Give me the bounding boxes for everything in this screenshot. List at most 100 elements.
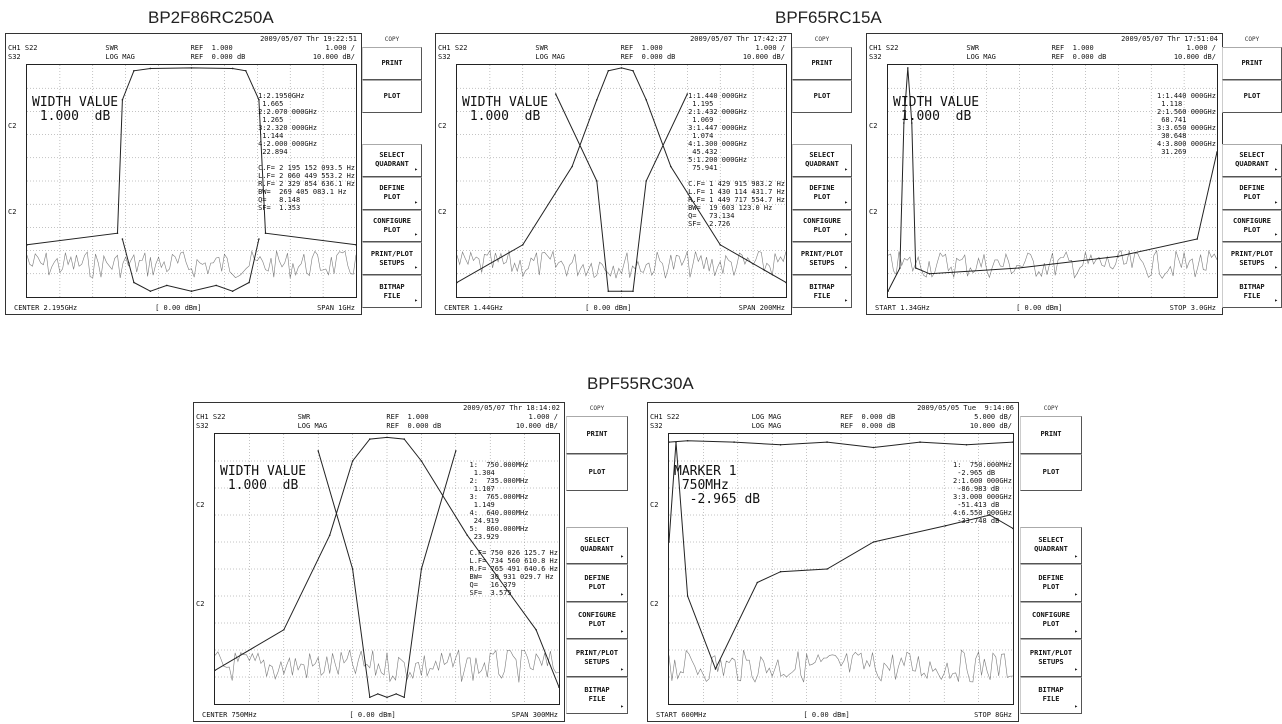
format-1: SWR bbox=[966, 44, 980, 52]
trace-point bbox=[369, 696, 371, 699]
footer-stop: STOP 8GHz bbox=[974, 711, 1012, 719]
softkey-print[interactable]: PRINT bbox=[362, 47, 422, 80]
trace-point bbox=[714, 668, 717, 670]
softkey-select-quadrant[interactable]: SELECT QUADRANT ▸ bbox=[1222, 143, 1282, 177]
trace-point bbox=[826, 441, 828, 443]
trace-point bbox=[632, 290, 634, 292]
softkey-plot[interactable]: PLOT bbox=[1020, 453, 1082, 492]
softkey-print-plot-setups[interactable]: PRINT/PLOT SETUPS ▸ bbox=[792, 242, 852, 276]
softkey-bitmap-file[interactable]: BITMAP FILE ▸ bbox=[792, 275, 852, 308]
softkey-bitmap-file[interactable]: BITMAP FILE ▸ bbox=[1020, 676, 1082, 715]
softkey-label: DEFINE PLOT bbox=[379, 184, 405, 202]
softkey-select-quadrant[interactable]: SELECT QUADRANT ▸ bbox=[362, 143, 422, 177]
softkey-label: PLOT bbox=[1042, 467, 1060, 476]
marker-readout-line: WIDTH VALUE bbox=[220, 464, 307, 479]
marker-readout-line: -2.965 dB bbox=[674, 492, 761, 507]
trace-point bbox=[779, 570, 782, 573]
trace-point bbox=[1018, 267, 1020, 269]
trace-point bbox=[317, 450, 319, 452]
trace-point bbox=[607, 70, 610, 72]
ref-1: REF 1.000 bbox=[620, 44, 663, 52]
marker-readout-line: 1.000 dB bbox=[462, 109, 541, 124]
trace-point bbox=[369, 438, 371, 440]
trace-point bbox=[670, 165, 672, 168]
trace-point bbox=[558, 686, 559, 688]
softkey-plot[interactable]: PLOT bbox=[1222, 79, 1282, 113]
format-2: LOG MAG bbox=[105, 53, 135, 61]
ref-2: REF 0.000 dB bbox=[620, 53, 676, 61]
scale-2: 10.000 dB/ bbox=[1173, 53, 1216, 61]
softkey-define-plot[interactable]: DEFINE PLOT ▸ bbox=[566, 564, 628, 602]
softkey-label: PRINT bbox=[811, 58, 833, 67]
trace-point bbox=[571, 165, 573, 168]
softkey-print[interactable]: PRINT bbox=[792, 47, 852, 80]
analyzer-screen: 2009/05/07 Thr 18:14:02 CH1 S22 S32 SWR LOG … bbox=[193, 402, 565, 722]
marker-readout: WIDTH VALUE 1.000 dB bbox=[220, 465, 306, 493]
trace-plot bbox=[457, 65, 786, 297]
softkey-bitmap-file[interactable]: BITMAP FILE ▸ bbox=[566, 676, 628, 715]
channel-2-header: S32 bbox=[196, 422, 209, 430]
marker-readout: WIDTH VALUE 1.000 dB bbox=[893, 96, 979, 124]
softkey-plot[interactable]: PLOT bbox=[792, 79, 852, 113]
softkey-define-plot[interactable]: DEFINE PLOT ▸ bbox=[1020, 564, 1082, 602]
softkey-menu: COPY PRINT PLOT SELECT QUADRANT ▸ DEFINE PLOT… bbox=[1020, 402, 1082, 715]
softkey-print[interactable]: PRINT bbox=[1222, 47, 1282, 80]
softkey-print[interactable]: PRINT bbox=[1020, 416, 1082, 454]
trace-point bbox=[522, 244, 524, 246]
softkey-select-quadrant[interactable]: SELECT QUADRANT ▸ bbox=[1020, 526, 1082, 565]
softkey-configure-plot[interactable]: CONFIGURE PLOT ▸ bbox=[1020, 601, 1082, 640]
noise-floor-trace bbox=[888, 249, 1217, 279]
arrow-right-icon: ▸ bbox=[844, 231, 848, 239]
arrow-right-icon: ▸ bbox=[1274, 198, 1278, 206]
softkey-print-plot-setups[interactable]: PRINT/PLOT SETUPS ▸ bbox=[1222, 242, 1282, 276]
softkey-bitmap-file[interactable]: BITMAP FILE ▸ bbox=[362, 275, 422, 308]
softkey-label: PLOT bbox=[588, 467, 606, 476]
marker-readout-line: 750MHz bbox=[674, 478, 729, 493]
marker-readout-line: WIDTH VALUE bbox=[32, 95, 119, 110]
softkey-menu: COPY PRINT PLOT SELECT QUADRANT ▸ DEFINE PLOT… bbox=[566, 402, 628, 715]
softkey-bitmap-file[interactable]: BITMAP FILE ▸ bbox=[1222, 275, 1282, 308]
channel-label: C2 bbox=[8, 207, 17, 216]
softkey-configure-plot[interactable]: CONFIGURE PLOT ▸ bbox=[1222, 209, 1282, 243]
softkey-label: CONFIGURE PLOT bbox=[1233, 216, 1271, 234]
trace-point bbox=[264, 232, 267, 234]
softkey-define-plot[interactable]: DEFINE PLOT ▸ bbox=[362, 176, 422, 210]
ref-1: REF 1.000 bbox=[190, 44, 233, 52]
trace-point bbox=[258, 238, 260, 240]
trace-point bbox=[944, 525, 947, 527]
softkey-label: SELECT QUADRANT bbox=[375, 151, 409, 169]
trace-point bbox=[27, 244, 28, 246]
noise-floor-trace bbox=[27, 250, 356, 279]
footer-stop: SPAN 200MHz bbox=[738, 304, 785, 312]
softkey-configure-plot[interactable]: CONFIGURE PLOT ▸ bbox=[362, 209, 422, 243]
plot-area bbox=[887, 64, 1218, 298]
trace-plot bbox=[888, 65, 1217, 297]
softkey-print-plot-setups[interactable]: PRINT/PLOT SETUPS ▸ bbox=[566, 639, 628, 677]
softkey-label: PLOT bbox=[813, 91, 831, 100]
softkey-plot[interactable]: PLOT bbox=[362, 79, 422, 113]
trace-point bbox=[215, 284, 217, 287]
softkey-label: PLOT bbox=[1243, 91, 1261, 100]
analyzer-screen: 2009/05/05 Tue 9:14:06 CH1 S22 S32 LOG MAG L… bbox=[647, 402, 1019, 722]
softkey-print-plot-setups[interactable]: PRINT/PLOT SETUPS ▸ bbox=[1020, 639, 1082, 677]
softkey-select-quadrant[interactable]: SELECT QUADRANT ▸ bbox=[566, 526, 628, 565]
footer-start: START 1.34GHz bbox=[875, 304, 930, 312]
copy-label: COPY bbox=[814, 36, 830, 43]
softkey-label: PRINT bbox=[381, 58, 403, 67]
softkey-configure-plot[interactable]: CONFIGURE PLOT ▸ bbox=[566, 601, 628, 640]
plot-area bbox=[214, 433, 560, 705]
copy-label: COPY bbox=[1244, 36, 1260, 43]
softkey-print[interactable]: PRINT bbox=[566, 416, 628, 454]
softkey-define-plot[interactable]: DEFINE PLOT ▸ bbox=[1222, 176, 1282, 210]
arrow-right-icon: ▸ bbox=[620, 590, 624, 598]
softkey-configure-plot[interactable]: CONFIGURE PLOT ▸ bbox=[792, 209, 852, 243]
softkey-define-plot[interactable]: DEFINE PLOT ▸ bbox=[792, 176, 852, 210]
trace-plot bbox=[669, 434, 1013, 704]
trace-point bbox=[190, 290, 193, 292]
softkey-print-plot-setups[interactable]: PRINT/PLOT SETUPS ▸ bbox=[362, 242, 422, 276]
softkey-plot[interactable]: PLOT bbox=[566, 453, 628, 492]
arrow-right-icon: ▸ bbox=[414, 231, 418, 239]
softkey-select-quadrant[interactable]: SELECT QUADRANT ▸ bbox=[792, 143, 852, 177]
marker-readout: WIDTH VALUE 1.000 dB bbox=[32, 96, 118, 124]
channel-1-header: CH1 S22 bbox=[650, 413, 680, 421]
